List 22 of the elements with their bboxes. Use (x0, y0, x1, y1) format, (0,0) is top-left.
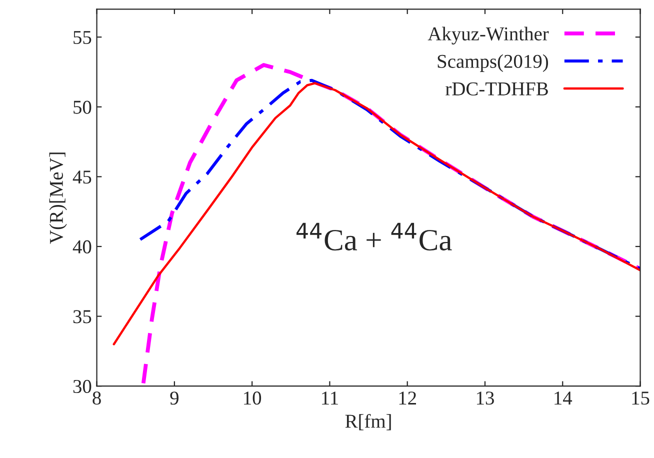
x-tick-label: 15 (632, 392, 650, 405)
legend-label: Scamps(2019) (438, 54, 548, 72)
x-tick-label: 14 (554, 392, 572, 404)
x-tick-label: 8 (92, 392, 101, 405)
y-axis-title: V(R)[MeV] (49, 152, 67, 244)
y-tick-label: 35 (73, 310, 92, 324)
y-tick-label: 50 (74, 100, 92, 114)
x-tick-label: 9 (170, 392, 178, 405)
x-tick-label: 11 (322, 392, 338, 404)
line-series (112, 82, 640, 346)
annotation: $^{44}$Ca + $^{44}$Ca (296, 222, 452, 250)
y-tick-label: 40 (72, 240, 92, 254)
y-tick-label: 30 (73, 380, 92, 394)
x-axis-title: R[fm] (345, 414, 391, 430)
legend-label: rDC-TDHFB (446, 82, 548, 96)
line-series (138, 78, 640, 270)
y-tick-label: 55 (74, 31, 92, 44)
x-tick-label: 12 (399, 392, 416, 404)
x-tick-label: 13 (476, 392, 494, 405)
y-tick-label: 45 (72, 170, 92, 184)
x-tick-label: 10 (244, 392, 262, 405)
legend-label: Akyuz-Winther (428, 26, 549, 44)
